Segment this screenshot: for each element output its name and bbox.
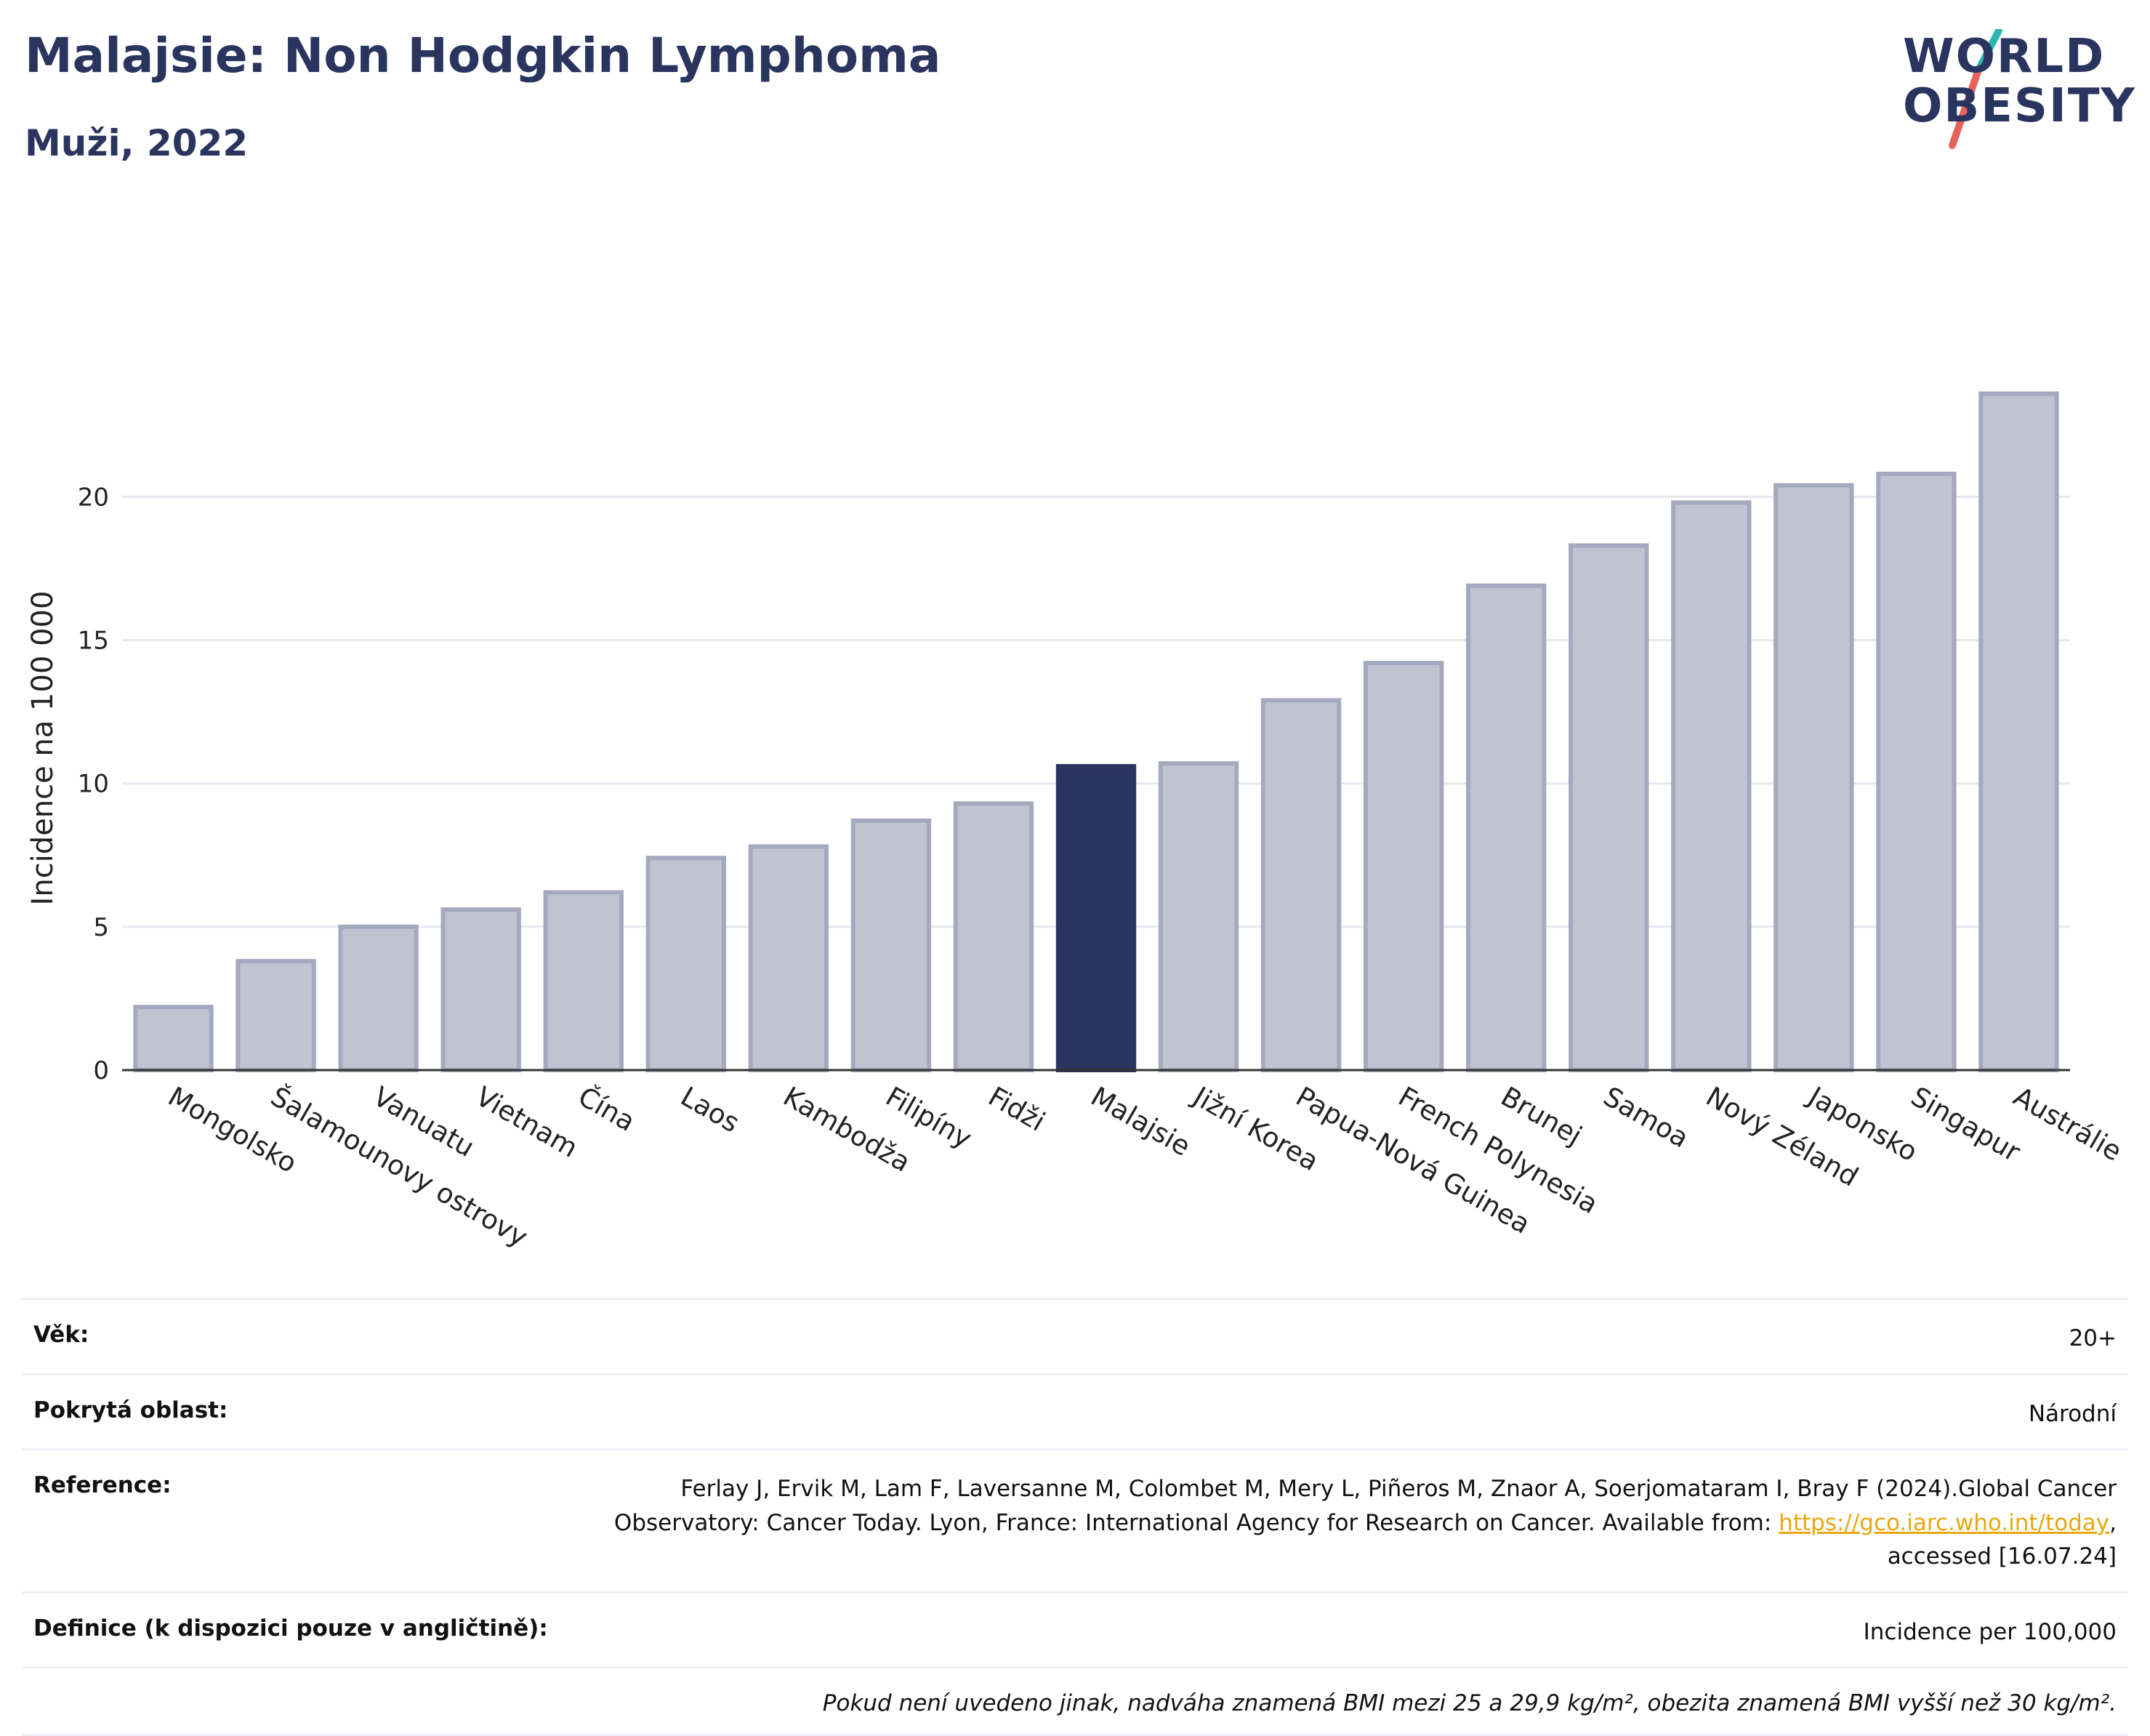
bar[interactable]	[1466, 583, 1547, 1072]
x-tick-label: Fidži	[983, 1081, 1050, 1138]
info-label-age: Věk:	[33, 1322, 89, 1348]
bar-highlighted[interactable]	[1055, 764, 1137, 1072]
reference-accessed: , accessed [16.07.24]	[1887, 1509, 2117, 1570]
bar[interactable]	[1363, 661, 1444, 1072]
reference-link[interactable]: https://gco.iarc.who.int/today	[1779, 1509, 2110, 1536]
info-row-age: Věk: 20+	[22, 1298, 2128, 1373]
x-tick-label: Singapur	[1906, 1081, 2026, 1168]
bar[interactable]	[1876, 471, 1957, 1072]
bar[interactable]	[748, 844, 829, 1072]
bar[interactable]	[1671, 500, 1752, 1073]
bar[interactable]	[235, 959, 316, 1072]
logo-slash-icon	[1949, 29, 2002, 149]
info-row-note: Pokud není uvedeno jinak, nadváha znamen…	[22, 1666, 2128, 1736]
info-value-definition: Incidence per 100,000	[1863, 1618, 2117, 1645]
info-row-definition: Definice (k dispozici pouze v angličtině…	[22, 1591, 2128, 1667]
info-label-coverage: Pokrytá oblast:	[33, 1397, 228, 1423]
y-tick-label: 15	[78, 627, 109, 656]
bar[interactable]	[645, 856, 726, 1072]
info-label-definition: Definice (k dispozici pouze v angličtině…	[33, 1615, 548, 1641]
y-tick-label: 5	[93, 913, 109, 942]
info-value-age: 20+	[2069, 1325, 2117, 1351]
y-tick-label: 0	[93, 1056, 109, 1085]
logo-text-world: WORLD	[1903, 30, 2106, 84]
x-tick-label: Malajsie	[1086, 1081, 1196, 1162]
bar[interactable]	[953, 801, 1034, 1072]
y-tick-labels: 0 5 10 15 20	[78, 483, 109, 1085]
bar[interactable]	[1569, 543, 1649, 1072]
chart-subtitle: Muži, 2022	[25, 122, 249, 164]
y-tick-label: 10	[78, 770, 109, 799]
x-tick-label: Samoa	[1598, 1081, 1694, 1154]
bar[interactable]	[338, 924, 419, 1072]
world-obesity-logo[interactable]: WORLD OBESITY	[1897, 29, 2137, 153]
info-row-coverage: Pokrytá oblast: Národní	[22, 1373, 2128, 1449]
x-tick-label: Čína	[573, 1080, 640, 1138]
bar[interactable]	[1158, 761, 1239, 1072]
y-axis-title: Incidence na 100 000	[26, 591, 60, 906]
bar[interactable]	[440, 907, 521, 1073]
reference-text: Ferlay J, Ervik M, Lam F, Laversanne M, …	[613, 1476, 2117, 1536]
x-tick-label: Laos	[675, 1081, 744, 1139]
info-table: Věk: 20+ Pokrytá oblast: Národní Referen…	[22, 1298, 2128, 1736]
info-value-coverage: Národní	[2028, 1400, 2117, 1427]
bar[interactable]	[1773, 483, 1854, 1072]
y-tick-label: 20	[78, 483, 109, 512]
bmi-note: Pokud není uvedeno jinak, nadváha znamen…	[822, 1690, 2117, 1716]
bar[interactable]	[1978, 391, 2059, 1072]
bar[interactable]	[1260, 698, 1342, 1072]
x-tick-label: Vietnam	[470, 1081, 583, 1164]
info-value-reference: Ferlay J, Ervik M, Lam F, Laversanne M, …	[554, 1472, 2117, 1574]
bar[interactable]	[543, 890, 624, 1072]
info-row-reference: Reference: Ferlay J, Ervik M, Lam F, Lav…	[22, 1448, 2128, 1591]
info-label-reference: Reference:	[33, 1472, 172, 1498]
x-tick-label: Austrálie	[2008, 1081, 2127, 1168]
logo-text-obesity: OBESITY	[1903, 79, 2136, 133]
bars	[133, 391, 2059, 1073]
bar[interactable]	[133, 1005, 214, 1073]
chart-title: Malajsie: Non Hodgkin Lymphoma	[25, 28, 941, 84]
bar[interactable]	[850, 818, 932, 1072]
